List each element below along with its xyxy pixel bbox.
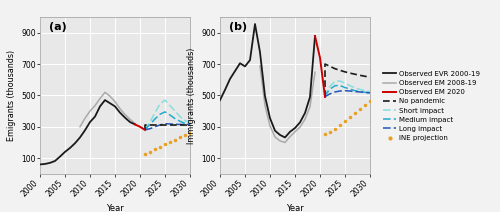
Text: (a): (a) (49, 22, 67, 32)
Text: (b): (b) (229, 22, 247, 32)
X-axis label: Year: Year (286, 204, 304, 212)
Y-axis label: Immigrants (thousands): Immigrants (thousands) (186, 47, 196, 144)
X-axis label: Year: Year (106, 204, 124, 212)
Y-axis label: Emigrants (thousands): Emigrants (thousands) (6, 50, 16, 141)
Legend: Observed EVR 2000-19, Observed EM 2008-19, Observed EM 2020, No pandemic, Short : Observed EVR 2000-19, Observed EM 2008-1… (384, 71, 480, 141)
